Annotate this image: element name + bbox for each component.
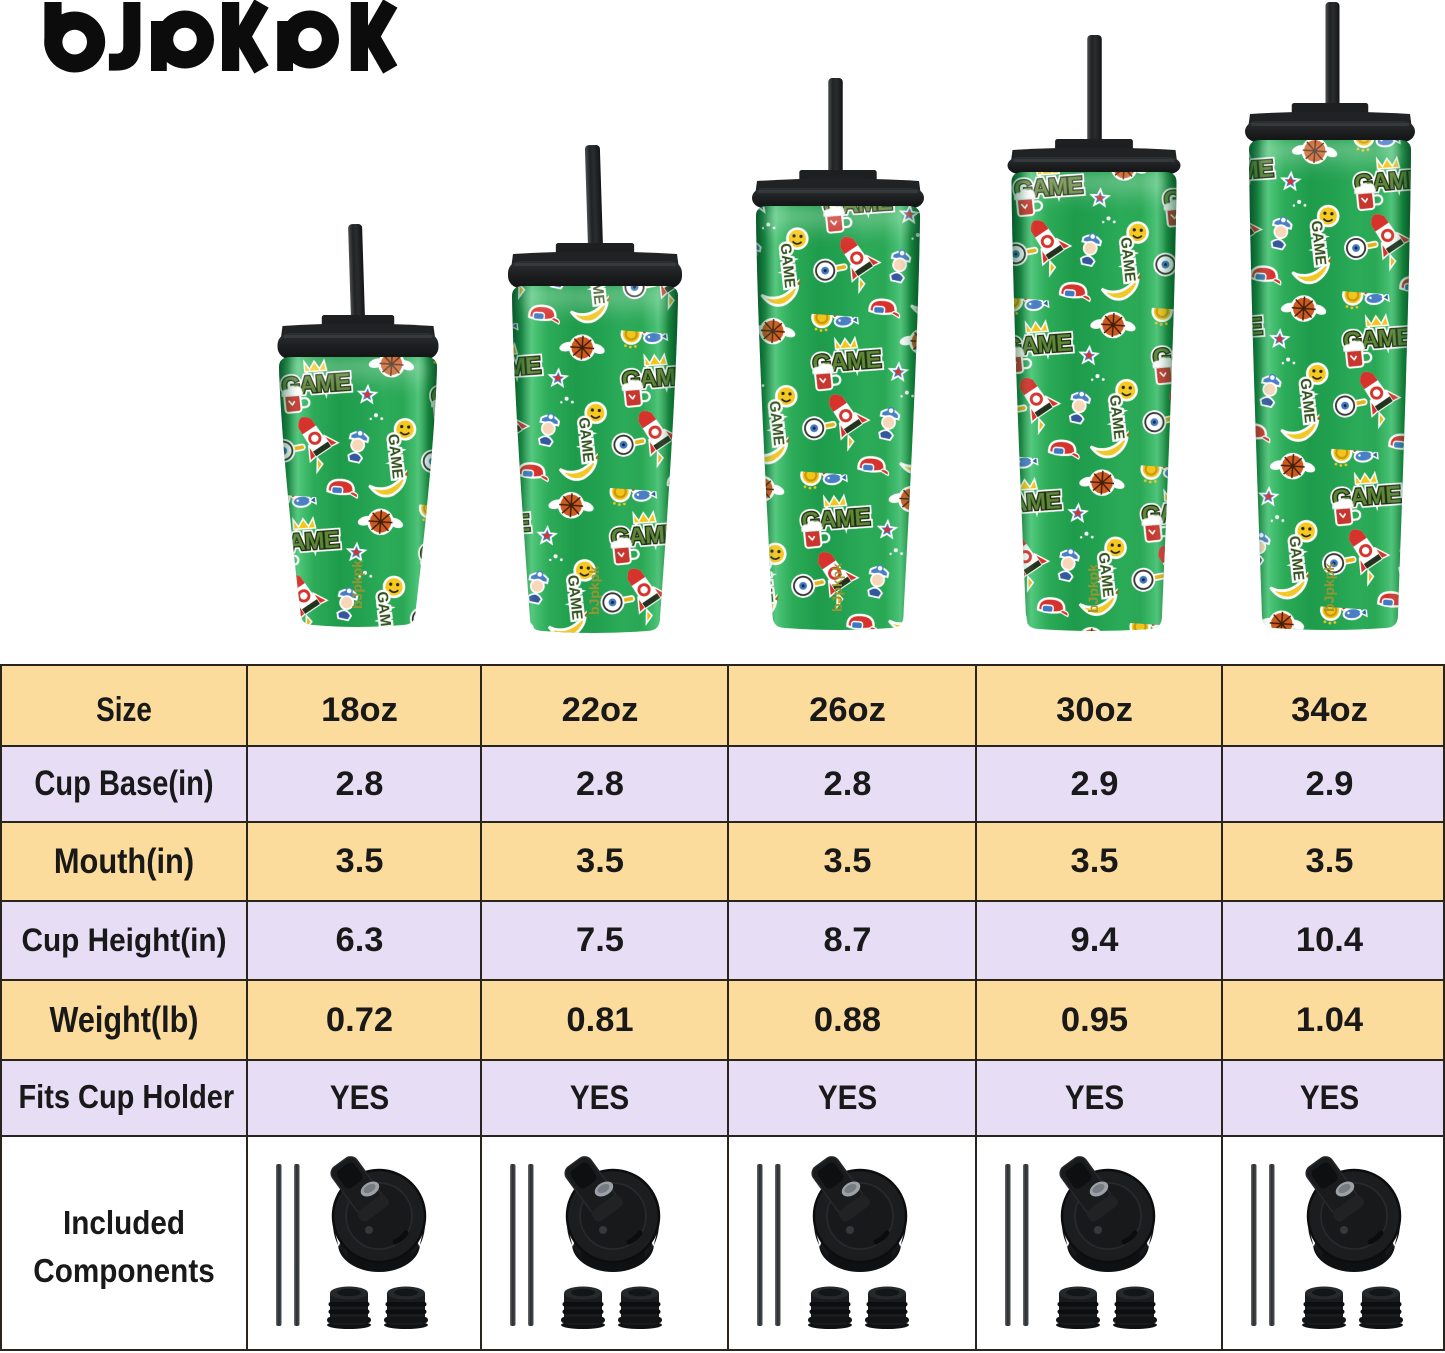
svg-text:bJpkpk: bJpkpk	[349, 560, 365, 609]
svg-text:bJpkpk: bJpkpk	[586, 566, 602, 615]
svg-text:bJpkpk: bJpkpk	[829, 563, 845, 612]
svg-text:bJpkpk: bJpkpk	[1085, 564, 1101, 613]
svg-text:bJpkpk: bJpkpk	[1321, 563, 1337, 612]
